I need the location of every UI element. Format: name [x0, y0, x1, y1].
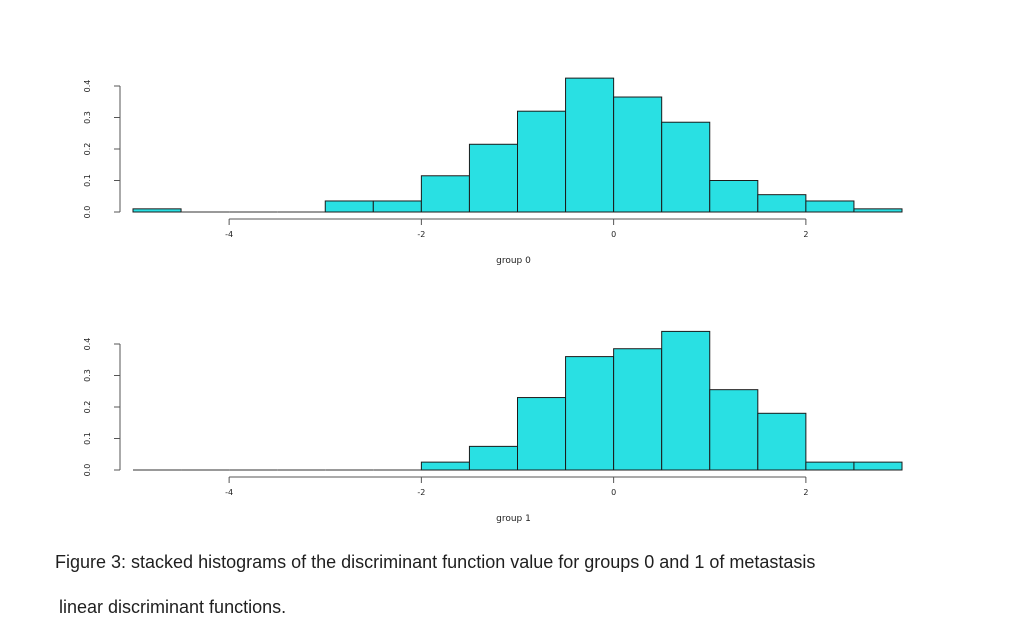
histogram-bar — [565, 77, 615, 213]
histogram-bar — [853, 461, 903, 471]
histogram-bar — [468, 445, 518, 471]
x-tick-label: -4 — [225, 230, 233, 239]
histogram-bar — [517, 110, 567, 213]
x-tick-label: -2 — [417, 488, 425, 497]
y-tick-label: 0.0 — [83, 206, 92, 219]
histogram-bar — [565, 356, 615, 471]
x-tick-label: -4 — [225, 488, 233, 497]
histogram-group-1: 0.0 0.1 0.2 0.3 0.4 -4 -2 0 2 group 1 — [83, 330, 903, 524]
histogram-bar — [805, 200, 855, 213]
y-tick-label: 0.0 — [83, 464, 92, 477]
y-tick-label: 0.3 — [83, 111, 92, 124]
x-tick-label: 0 — [611, 230, 616, 239]
histogram-bar — [132, 208, 182, 213]
y-tick-label: 0.2 — [83, 143, 92, 156]
x-tick-label: 0 — [611, 488, 616, 497]
histogram-group-0: 0.0 0.1 0.2 0.3 0.4 -4 -2 0 2 group 0 — [83, 77, 903, 266]
y-tick-label: 0.4 — [83, 80, 92, 93]
histogram-bar — [372, 200, 422, 213]
x-tick-label: 2 — [803, 230, 808, 239]
x-tick-label: 2 — [803, 488, 808, 497]
histogram-bar — [420, 461, 470, 471]
y-tick-label: 0.1 — [83, 174, 92, 187]
y-tick-label: 0.1 — [83, 432, 92, 445]
histogram-bar — [757, 194, 807, 213]
histogram-bar — [661, 121, 711, 213]
histogram-bar — [853, 208, 903, 213]
figure-caption-continued: linear discriminant functions. — [59, 597, 287, 617]
histogram-bar — [468, 143, 518, 213]
histogram-bar — [420, 175, 470, 213]
y-tick-label: 0.4 — [83, 338, 92, 351]
histogram-bar — [757, 412, 807, 471]
x-axis-label: group 0 — [496, 256, 531, 266]
x-axis-label: group 1 — [496, 514, 531, 524]
y-tick-label: 0.2 — [83, 401, 92, 414]
y-tick-label: 0.3 — [83, 369, 92, 382]
histogram-bar — [709, 389, 759, 471]
histogram-bar — [517, 397, 567, 471]
histogram-bar — [805, 461, 855, 471]
histogram-bar — [613, 96, 663, 213]
x-tick-label: -2 — [417, 230, 425, 239]
histogram-bar — [661, 330, 711, 471]
histogram-bar — [613, 348, 663, 471]
figure-caption: Figure 3: stacked histograms of the disc… — [55, 552, 816, 572]
histogram-bar — [709, 180, 759, 213]
histogram-bar — [324, 200, 374, 213]
